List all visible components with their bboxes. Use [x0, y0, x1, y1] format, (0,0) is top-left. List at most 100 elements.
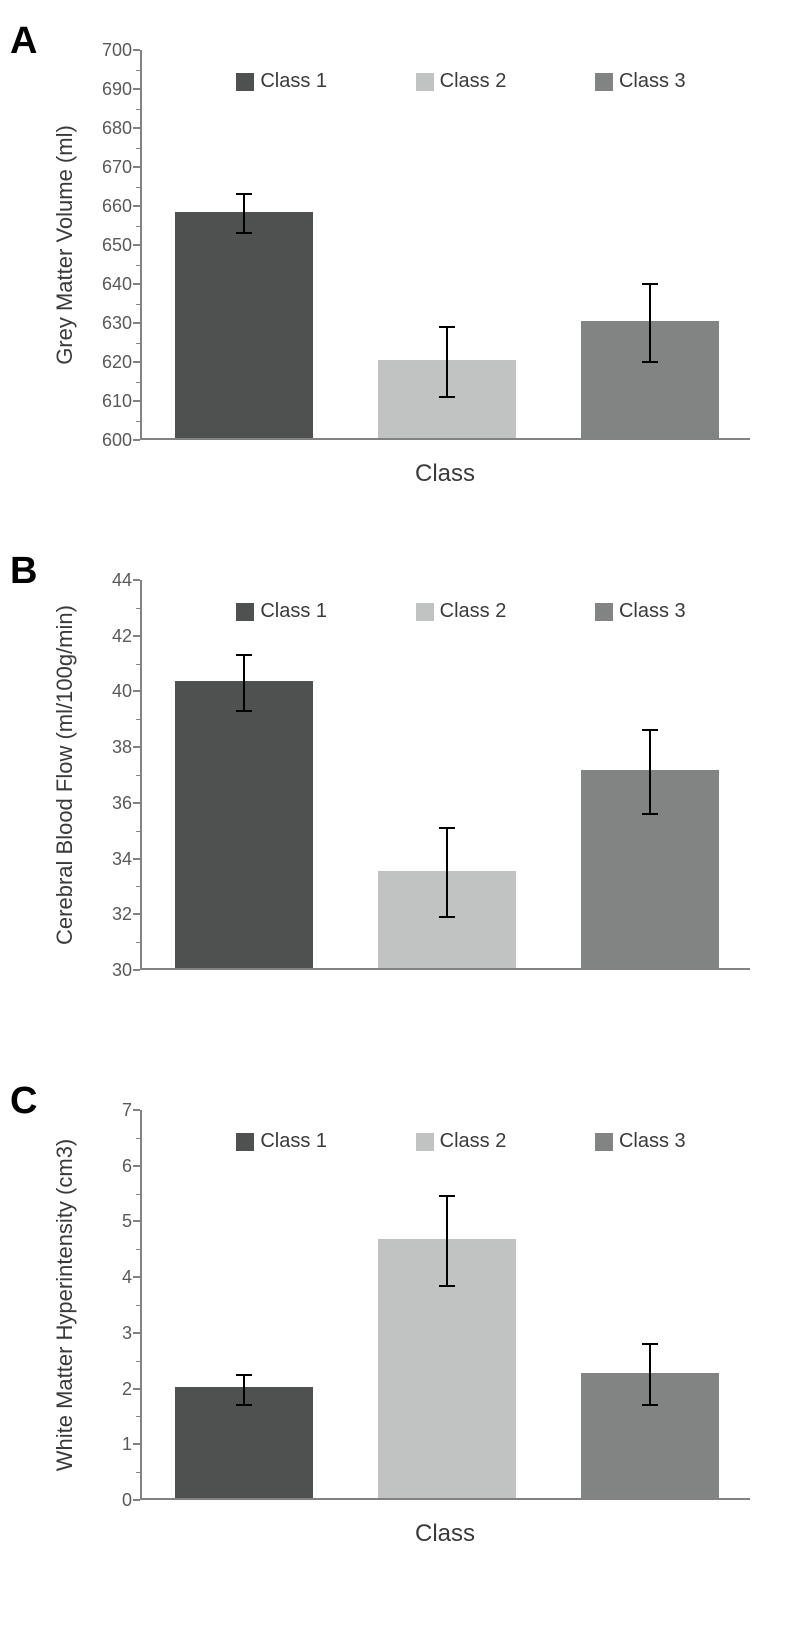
- legend-label: Class 3: [619, 1130, 686, 1153]
- legend-item: Class 3: [595, 70, 686, 93]
- x-axis-label: Class: [415, 460, 475, 488]
- y-tick-label: 690: [92, 79, 132, 100]
- legend-label: Class 1: [260, 1130, 327, 1153]
- y-tick-label: 4: [92, 1267, 132, 1288]
- y-minor-tick: [136, 1472, 140, 1473]
- y-tick-label: 620: [92, 352, 132, 373]
- legend-label: Class 2: [440, 1130, 507, 1153]
- y-tick-mark: [133, 244, 140, 246]
- plot-area: 3032343638404244Class 1Class 2Class 3: [140, 580, 750, 970]
- legend: Class 1 Class 2 Class 3: [192, 1130, 730, 1153]
- legend-item: Class 1: [236, 70, 327, 93]
- y-tick-label: 0: [92, 1490, 132, 1511]
- y-minor-tick: [136, 942, 140, 943]
- error-cap-top: [236, 654, 252, 656]
- y-tick-mark: [133, 969, 140, 971]
- x-axis-label: Class: [415, 1520, 475, 1548]
- y-tick-label: 670: [92, 157, 132, 178]
- y-tick-mark: [133, 127, 140, 129]
- error-cap-bottom: [642, 1404, 658, 1406]
- error-cap-bottom: [642, 813, 658, 815]
- error-cap-top: [236, 1374, 252, 1376]
- y-minor-tick: [136, 608, 140, 609]
- legend-label: Class 3: [619, 70, 686, 93]
- error-bar: [243, 1375, 245, 1406]
- legend-label: Class 2: [440, 600, 507, 623]
- y-tick-mark: [133, 635, 140, 637]
- y-tick-mark: [133, 1165, 140, 1167]
- y-tick-mark: [133, 913, 140, 915]
- error-cap-top: [439, 827, 455, 829]
- error-cap-top: [439, 1195, 455, 1197]
- error-cap-top: [236, 193, 252, 195]
- legend-label: Class 1: [260, 70, 327, 93]
- y-minor-tick: [136, 148, 140, 149]
- y-minor-tick: [136, 1138, 140, 1139]
- plot-area: 600610620630640650660670680690700Class 1…: [140, 50, 750, 440]
- y-minor-tick: [136, 664, 140, 665]
- y-tick-label: 680: [92, 118, 132, 139]
- error-cap-top: [642, 283, 658, 285]
- legend-item: Class 1: [236, 600, 327, 623]
- y-tick-mark: [133, 283, 140, 285]
- legend-swatch: [595, 73, 613, 91]
- y-minor-tick: [136, 187, 140, 188]
- error-cap-top: [642, 1343, 658, 1345]
- y-tick-label: 630: [92, 313, 132, 334]
- y-minor-tick: [136, 421, 140, 422]
- y-tick-mark: [133, 166, 140, 168]
- legend-swatch: [236, 603, 254, 621]
- error-bar: [446, 327, 448, 397]
- legend-item: Class 2: [416, 1130, 507, 1153]
- y-tick-label: 7: [92, 1100, 132, 1121]
- y-minor-tick: [136, 109, 140, 110]
- bar-class-1: [175, 212, 313, 438]
- y-tick-label: 700: [92, 40, 132, 61]
- y-tick-label: 34: [92, 849, 132, 870]
- y-tick-mark: [133, 361, 140, 363]
- y-tick-label: 32: [92, 904, 132, 925]
- y-tick-label: 660: [92, 196, 132, 217]
- y-axis-label: Grey Matter Volume (ml): [52, 125, 78, 365]
- y-tick-label: 6: [92, 1156, 132, 1177]
- panel-label-B: B: [10, 550, 37, 593]
- y-minor-tick: [136, 70, 140, 71]
- error-bar: [649, 284, 651, 362]
- y-tick-mark: [133, 690, 140, 692]
- y-axis-label: Cerebral Blood Flow (ml/100g/min): [52, 605, 78, 945]
- legend: Class 1 Class 2 Class 3: [192, 70, 730, 93]
- error-cap-bottom: [439, 916, 455, 918]
- y-minor-tick: [136, 775, 140, 776]
- legend-item: Class 2: [416, 70, 507, 93]
- legend-swatch: [595, 603, 613, 621]
- y-tick-mark: [133, 439, 140, 441]
- y-tick-mark: [133, 1499, 140, 1501]
- panel-label-C: C: [10, 1080, 37, 1123]
- legend: Class 1Class 2Class 3: [192, 600, 730, 623]
- y-minor-tick: [136, 226, 140, 227]
- y-minor-tick: [136, 1194, 140, 1195]
- error-cap-top: [439, 326, 455, 328]
- legend-item: Class 2: [416, 600, 507, 623]
- y-tick-mark: [133, 1443, 140, 1445]
- y-tick-mark: [133, 322, 140, 324]
- bar-class-1: [175, 681, 313, 968]
- error-cap-bottom: [236, 232, 252, 234]
- y-tick-label: 610: [92, 391, 132, 412]
- y-tick-mark: [133, 746, 140, 748]
- y-minor-tick: [136, 831, 140, 832]
- error-cap-bottom: [236, 710, 252, 712]
- plot-area: 01234567Class 1Class 2Class 3: [140, 1110, 750, 1500]
- y-tick-label: 38: [92, 737, 132, 758]
- error-bar: [649, 1344, 651, 1405]
- legend-swatch: [416, 73, 434, 91]
- figure: A600610620630640650660670680690700Class …: [0, 0, 800, 1630]
- legend-item: Class 3: [595, 1130, 686, 1153]
- error-bar: [446, 828, 448, 917]
- y-minor-tick: [136, 304, 140, 305]
- y-minor-tick: [136, 382, 140, 383]
- error-cap-top: [642, 729, 658, 731]
- panel-A: A600610620630640650660670680690700Class …: [10, 20, 780, 520]
- legend-swatch: [416, 603, 434, 621]
- y-minor-tick: [136, 1305, 140, 1306]
